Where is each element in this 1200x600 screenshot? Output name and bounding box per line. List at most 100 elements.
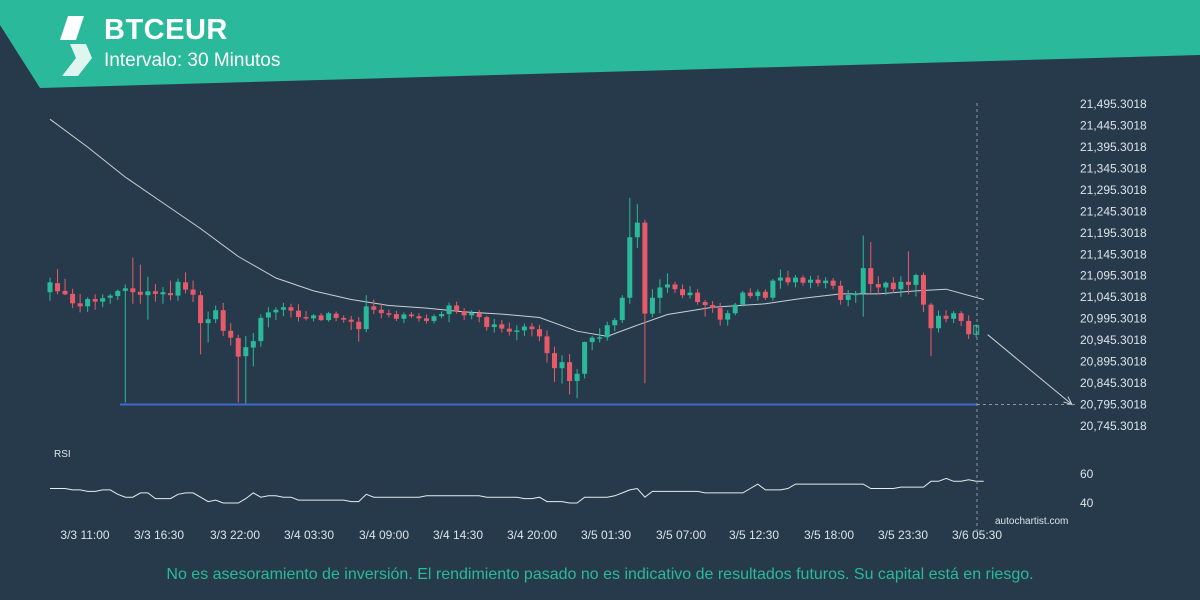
candle bbox=[401, 312, 407, 324]
candle-body bbox=[597, 337, 603, 339]
candle-body bbox=[830, 280, 836, 286]
candle bbox=[341, 315, 347, 323]
candle bbox=[461, 308, 467, 321]
candle-body bbox=[642, 222, 648, 314]
candle bbox=[499, 320, 505, 333]
x-tick-label: 3/5 18:00 bbox=[804, 528, 854, 542]
candle-body bbox=[318, 315, 324, 321]
candle-body bbox=[416, 316, 422, 319]
candle bbox=[258, 314, 264, 347]
candle bbox=[333, 311, 339, 322]
candle bbox=[913, 273, 919, 297]
candle bbox=[808, 275, 814, 289]
candle-body bbox=[393, 314, 399, 319]
candle-body bbox=[220, 310, 226, 331]
candle bbox=[928, 302, 934, 357]
candle-body bbox=[431, 316, 437, 321]
candle-body bbox=[868, 268, 874, 285]
x-tick-label: 3/4 14:30 bbox=[433, 528, 483, 542]
candle bbox=[762, 289, 768, 300]
candle-body bbox=[619, 297, 625, 321]
y-tick-label: 21,445.3018 bbox=[1080, 118, 1147, 132]
candle bbox=[890, 277, 896, 294]
candle-body bbox=[235, 338, 241, 357]
candle-body bbox=[529, 326, 535, 330]
candle bbox=[175, 278, 181, 301]
candle bbox=[860, 235, 866, 317]
candle-body bbox=[928, 304, 934, 329]
header-banner bbox=[0, 0, 1200, 88]
rsi-label: RSI bbox=[54, 449, 71, 460]
candle-body bbox=[130, 288, 136, 293]
candle-body bbox=[973, 325, 980, 335]
candle bbox=[582, 341, 588, 379]
candle bbox=[838, 280, 844, 305]
candle-body bbox=[582, 341, 588, 374]
y-tick-label: 20,995.3018 bbox=[1080, 312, 1147, 326]
candle bbox=[454, 301, 460, 314]
candle-body bbox=[70, 293, 76, 304]
candle-body bbox=[145, 291, 151, 296]
candle-body bbox=[348, 319, 354, 322]
candle-body bbox=[378, 309, 384, 314]
candle bbox=[220, 302, 226, 336]
candle-body bbox=[175, 281, 181, 296]
candle bbox=[740, 290, 746, 307]
candle bbox=[951, 311, 957, 324]
candle-body bbox=[664, 284, 670, 288]
candle bbox=[680, 284, 686, 299]
candle bbox=[612, 317, 618, 332]
candle bbox=[107, 293, 113, 304]
candle bbox=[363, 295, 369, 333]
x-tick-label: 3/4 20:00 bbox=[507, 528, 557, 542]
candle bbox=[514, 325, 520, 341]
candle bbox=[800, 275, 806, 286]
candle bbox=[160, 287, 166, 304]
candle-body bbox=[476, 313, 482, 318]
candle-body bbox=[213, 310, 219, 320]
x-tick-label: 3/3 16:30 bbox=[134, 528, 184, 542]
candle-body bbox=[958, 313, 964, 321]
candle-body bbox=[280, 307, 286, 310]
candle-body bbox=[943, 315, 949, 319]
candle-body bbox=[122, 288, 128, 291]
candle-body bbox=[243, 347, 249, 357]
candle bbox=[145, 276, 151, 320]
candle-body bbox=[167, 293, 173, 296]
candle bbox=[868, 241, 874, 293]
y-tick-label: 20,945.3018 bbox=[1080, 333, 1147, 347]
candle-body bbox=[951, 313, 957, 319]
candle-body bbox=[295, 310, 301, 318]
rsi-tick-label: 60 bbox=[1080, 467, 1094, 481]
candle-body bbox=[649, 297, 655, 314]
candle-body bbox=[92, 299, 98, 302]
candle-body bbox=[311, 315, 317, 319]
candle bbox=[815, 275, 821, 287]
candle bbox=[85, 297, 91, 312]
candle-body bbox=[250, 341, 256, 348]
candle-body bbox=[755, 291, 761, 297]
candle bbox=[642, 219, 648, 384]
candle bbox=[439, 311, 445, 319]
candle bbox=[190, 280, 196, 303]
candle-body bbox=[454, 305, 460, 312]
candle bbox=[770, 278, 776, 301]
y-tick-label: 21,095.3018 bbox=[1080, 269, 1147, 283]
candle bbox=[311, 314, 317, 322]
y-tick-label: 21,245.3018 bbox=[1080, 204, 1147, 218]
candle-body bbox=[47, 282, 53, 293]
candle bbox=[371, 299, 377, 315]
candle bbox=[785, 270, 791, 286]
candle bbox=[280, 302, 286, 317]
moving-average-line bbox=[49, 118, 984, 337]
candle bbox=[92, 294, 98, 310]
candle bbox=[130, 257, 136, 304]
candle-body bbox=[198, 295, 204, 324]
candle-body bbox=[883, 282, 889, 288]
candle-body bbox=[672, 284, 678, 290]
candle-body bbox=[905, 281, 911, 285]
candle-body bbox=[303, 317, 309, 319]
candle bbox=[529, 323, 535, 337]
candle-body bbox=[845, 295, 851, 300]
